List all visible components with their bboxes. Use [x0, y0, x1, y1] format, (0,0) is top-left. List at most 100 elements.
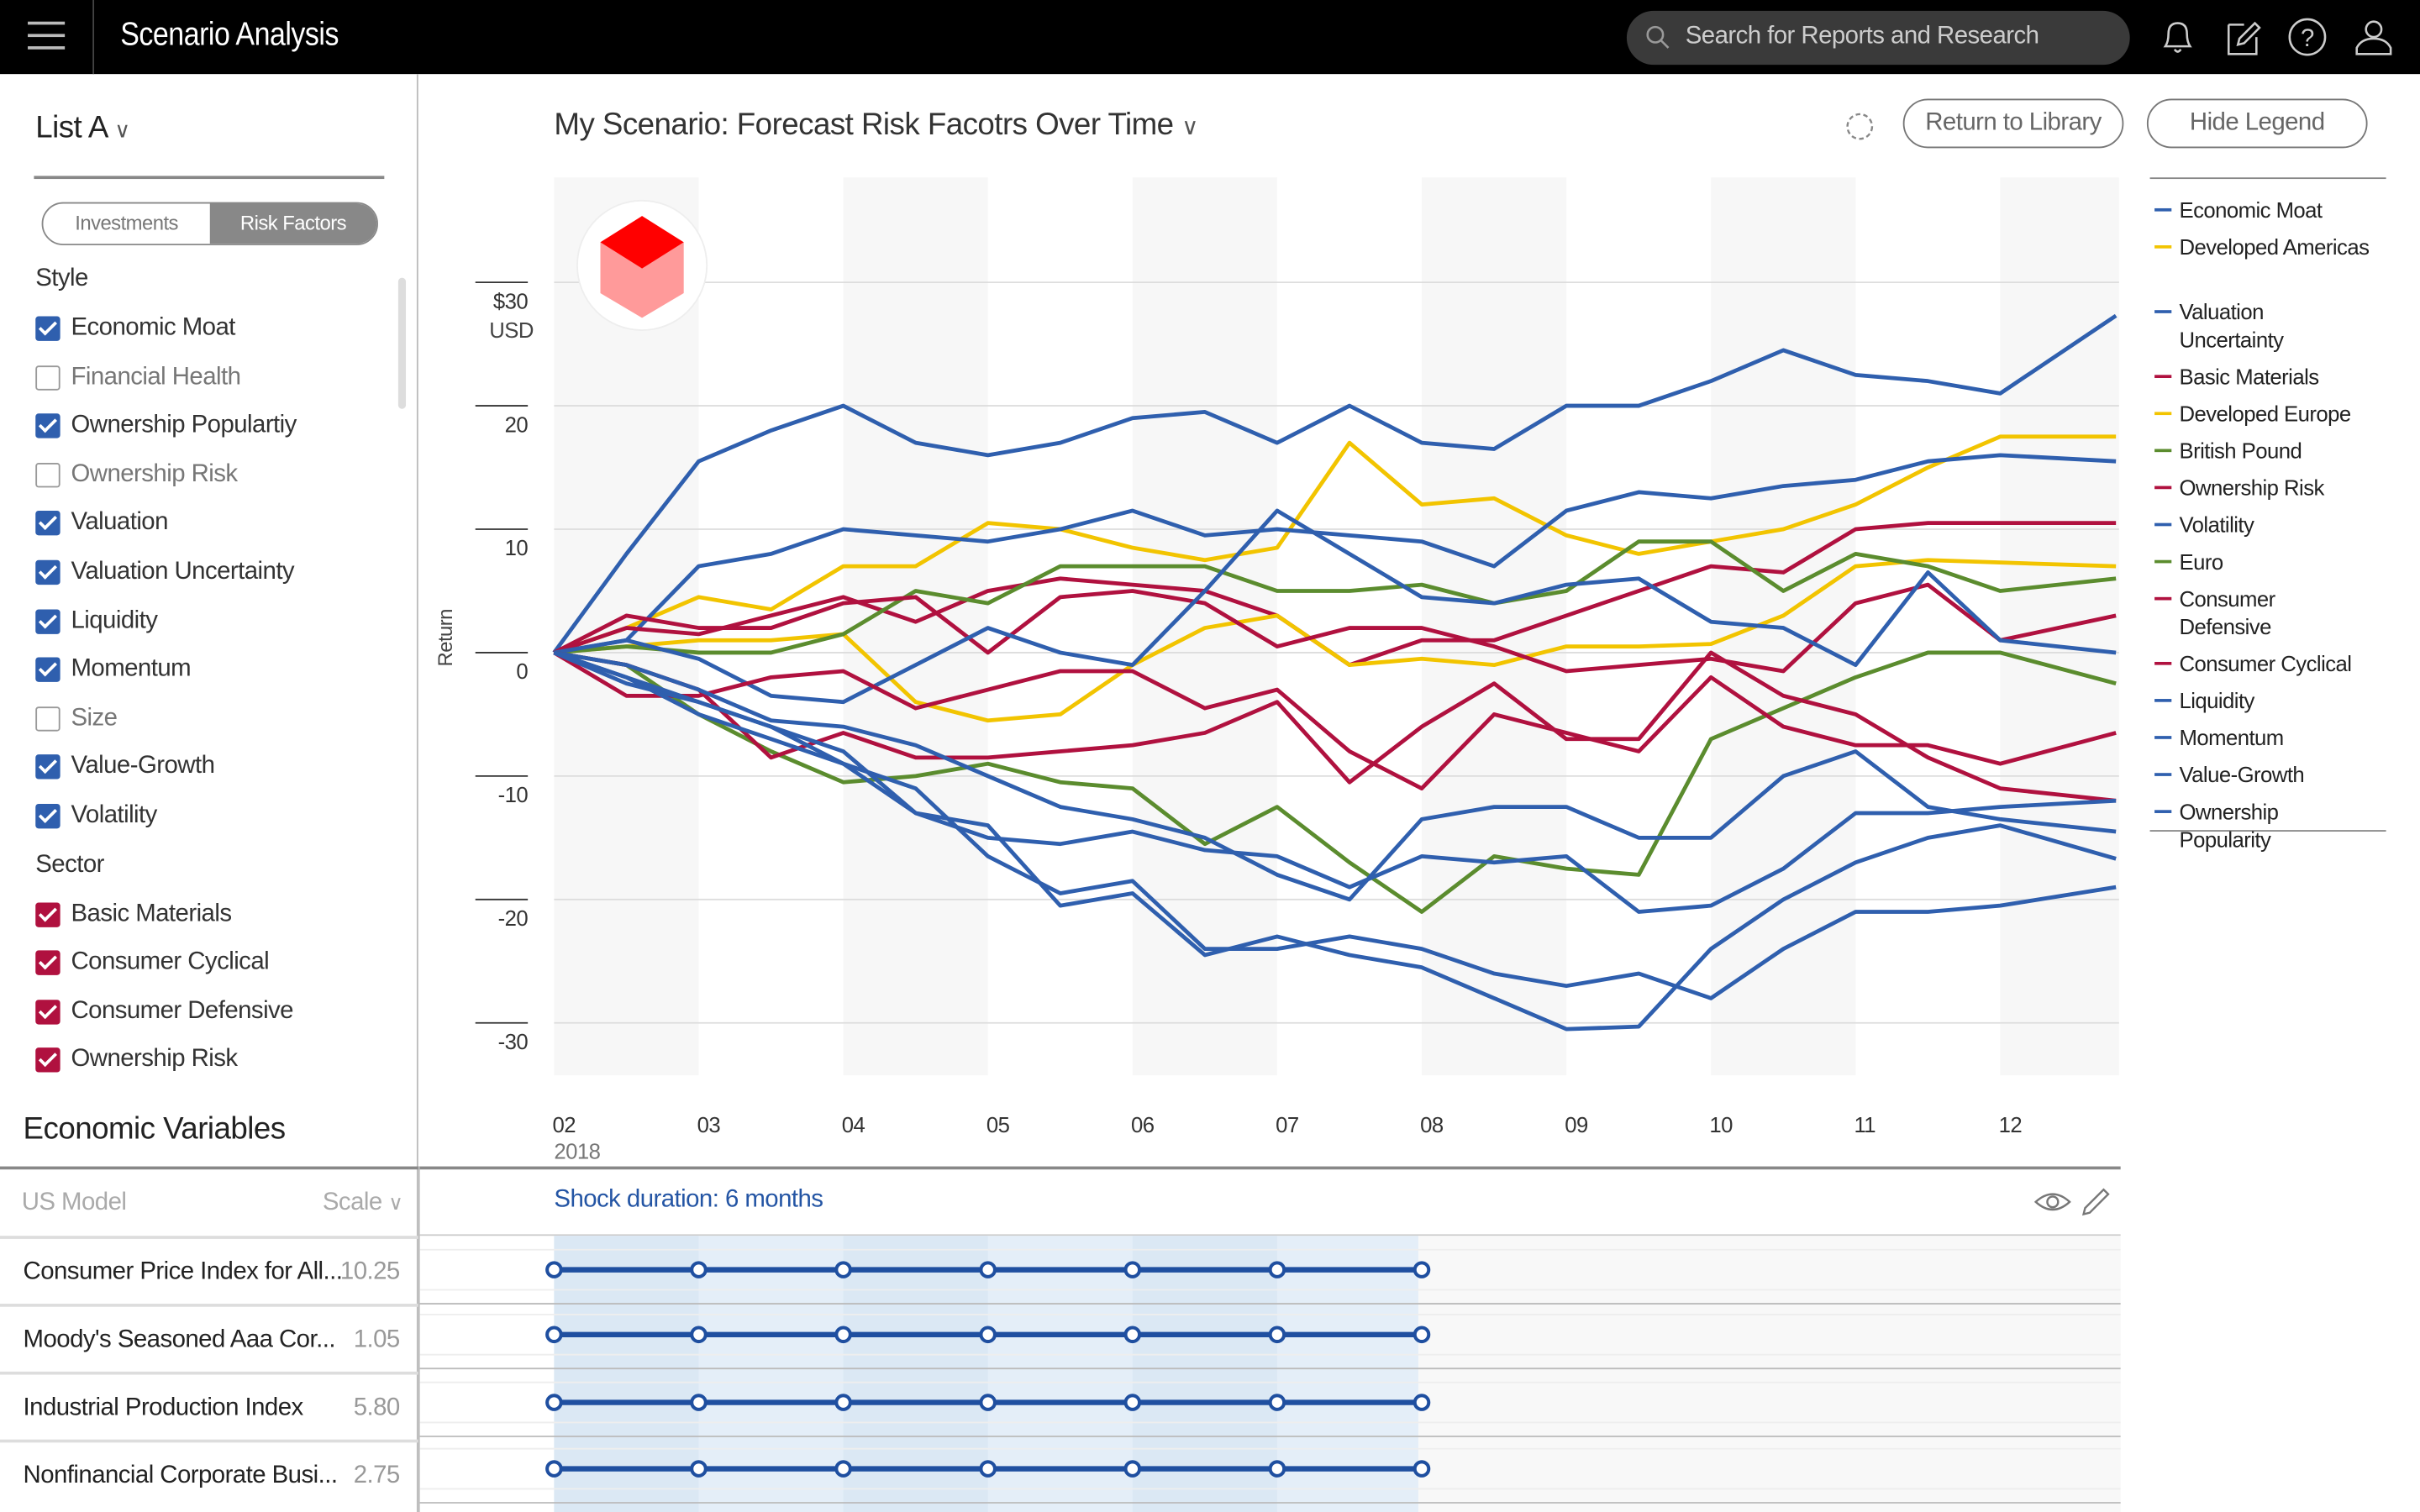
legend-item[interactable]: Consumer Cyclical — [2154, 649, 2402, 677]
shock-point-handle[interactable] — [690, 1326, 708, 1344]
bell-icon[interactable] — [2156, 15, 2199, 58]
legend-item[interactable]: Valuation Uncertainty — [2154, 297, 2402, 353]
checkbox-checked-icon[interactable] — [35, 803, 60, 829]
legend-item[interactable]: Liquidity — [2154, 686, 2402, 714]
scrollbar[interactable] — [397, 277, 407, 409]
factor-checkbox[interactable]: Basic Materials — [35, 900, 232, 928]
legend-item[interactable]: Euro — [2154, 548, 2402, 575]
help-icon[interactable]: ? — [2286, 15, 2328, 58]
shock-point-handle[interactable] — [834, 1394, 852, 1411]
chart-title-dropdown[interactable]: My Scenario: Forecast Risk Facotrs Over … — [554, 108, 1198, 144]
user-icon[interactable] — [2352, 15, 2395, 58]
shock-point-handle[interactable] — [1123, 1460, 1142, 1478]
shock-point-handle[interactable] — [834, 1460, 852, 1478]
factor-checkbox[interactable]: Liquidity — [35, 607, 158, 635]
shock-point-handle[interactable] — [545, 1326, 563, 1344]
series-line-ownership-popularity[interactable] — [553, 650, 2117, 1032]
factor-checkbox[interactable]: Value-Growth — [35, 753, 215, 781]
checkbox-checked-icon[interactable] — [35, 316, 60, 341]
legend-item[interactable]: Ownership Risk — [2154, 474, 2402, 501]
shock-point-handle[interactable] — [545, 1261, 563, 1278]
shock-point-handle[interactable] — [979, 1460, 997, 1478]
factor-checkbox[interactable]: Size — [35, 705, 118, 732]
pencil-icon[interactable] — [2081, 1186, 2112, 1217]
legend-item[interactable]: British Pound — [2154, 437, 2402, 465]
hide-legend-button[interactable]: Hide Legend — [2146, 98, 2368, 149]
scale-dropdown[interactable]: Scale ∨ — [323, 1189, 403, 1217]
series-line-volatility[interactable] — [553, 508, 2117, 705]
economic-variable-row[interactable]: Moody's Seasoned Aaa Cor... 1.05 — [0, 1304, 418, 1372]
checkbox-checked-icon[interactable] — [35, 999, 60, 1025]
edit-icon[interactable] — [2223, 15, 2265, 58]
factor-checkbox[interactable]: Economic Moat — [35, 315, 235, 343]
legend-item[interactable]: Volatility — [2154, 511, 2402, 538]
shock-point-handle[interactable] — [979, 1261, 997, 1278]
factor-checkbox[interactable]: Consumer Cyclical — [35, 949, 270, 977]
return-to-library-button[interactable]: Return to Library — [1902, 98, 2124, 149]
checkbox-checked-icon[interactable] — [35, 559, 60, 585]
shock-point-handle[interactable] — [1268, 1460, 1286, 1478]
factor-checkbox[interactable]: Ownership Risk — [35, 461, 238, 489]
shock-point-handle[interactable] — [690, 1261, 708, 1278]
checkbox-checked-icon[interactable] — [35, 901, 60, 927]
series-line-economic-moat[interactable] — [552, 313, 2118, 654]
legend-item[interactable]: Consumer Defensive — [2154, 585, 2402, 640]
shock-point-handle[interactable] — [1123, 1261, 1142, 1278]
search-input[interactable]: Search for Reports and Research — [1626, 10, 2130, 66]
legend-item[interactable]: Basic Materials — [2154, 363, 2402, 391]
series-line-consumer-defensive[interactable] — [553, 650, 2117, 790]
factor-checkbox[interactable]: Momentum — [35, 656, 192, 684]
checkbox-empty-icon[interactable] — [35, 706, 60, 732]
series-line-british-pound[interactable] — [554, 539, 2117, 655]
checkbox-checked-icon[interactable] — [35, 608, 60, 634]
shock-point-handle[interactable] — [545, 1394, 563, 1411]
shock-point-handle[interactable] — [1268, 1394, 1286, 1411]
factor-checkbox[interactable]: Ownership Populartiy — [35, 412, 297, 440]
shock-point-handle[interactable] — [690, 1460, 708, 1478]
checkbox-empty-icon[interactable] — [35, 365, 60, 390]
legend-item[interactable]: Developed Europe — [2154, 400, 2402, 428]
legend-item[interactable]: Developed Americas — [2154, 233, 2402, 260]
legend-item[interactable]: Value-Growth — [2154, 761, 2402, 789]
checkbox-checked-icon[interactable] — [35, 1047, 60, 1074]
economic-variable-row[interactable]: Nonfinancial Corporate Busi... 2.75 — [0, 1439, 418, 1508]
economic-variable-row[interactable]: Industrial Production Index 5.80 — [0, 1371, 418, 1440]
series-line-developed-europe[interactable] — [554, 558, 2117, 723]
factor-checkbox[interactable]: Consumer Defensive — [35, 998, 294, 1026]
checkbox-checked-icon[interactable] — [35, 754, 60, 780]
shock-point-handle[interactable] — [834, 1261, 852, 1278]
shock-point-handle[interactable] — [1268, 1261, 1286, 1278]
view-toggle[interactable]: Investments Risk Factors — [41, 202, 379, 246]
economic-variable-row[interactable]: Consumer Price Index for All... 10.25 — [0, 1236, 418, 1304]
series-line-liquidity[interactable] — [553, 650, 2117, 902]
eye-icon[interactable] — [2033, 1188, 2071, 1215]
menu-icon[interactable] — [28, 21, 66, 53]
checkbox-checked-icon[interactable] — [35, 511, 60, 537]
shock-point-handle[interactable] — [1123, 1394, 1142, 1411]
series-line-value-growth[interactable] — [553, 650, 2117, 914]
shock-point-handle[interactable] — [1413, 1261, 1431, 1278]
factor-checkbox[interactable]: Financial Health — [35, 364, 241, 391]
toggle-investments[interactable]: Investments — [75, 211, 178, 235]
factor-checkbox[interactable]: Ownership Risk — [35, 1047, 238, 1074]
checkbox-checked-icon[interactable] — [35, 950, 60, 976]
shock-point-handle[interactable] — [1268, 1326, 1286, 1344]
series-line-euro[interactable] — [553, 650, 2117, 914]
checkbox-empty-icon[interactable] — [35, 462, 60, 488]
toggle-risk-factors[interactable]: Risk Factors — [209, 203, 377, 244]
factor-checkbox[interactable]: Valuation — [35, 510, 168, 538]
legend-item[interactable]: Ownership Popularity — [2154, 798, 2402, 853]
series-line-developed-americas[interactable] — [553, 434, 2117, 655]
list-selector[interactable]: List A ∨ — [35, 111, 130, 146]
gear-icon[interactable] — [1841, 108, 1878, 145]
factor-checkbox[interactable]: Valuation Uncertainty — [35, 559, 295, 586]
shock-point-handle[interactable] — [979, 1394, 997, 1411]
shock-point-handle[interactable] — [1413, 1394, 1431, 1411]
shock-point-handle[interactable] — [1123, 1326, 1142, 1344]
shock-point-handle[interactable] — [834, 1326, 852, 1344]
series-line-ownership-risk[interactable] — [553, 582, 2117, 674]
series-line-momentum[interactable] — [553, 650, 2117, 1000]
shock-point-handle[interactable] — [690, 1394, 708, 1411]
shock-point-handle[interactable] — [1413, 1326, 1431, 1344]
checkbox-checked-icon[interactable] — [35, 413, 60, 438]
